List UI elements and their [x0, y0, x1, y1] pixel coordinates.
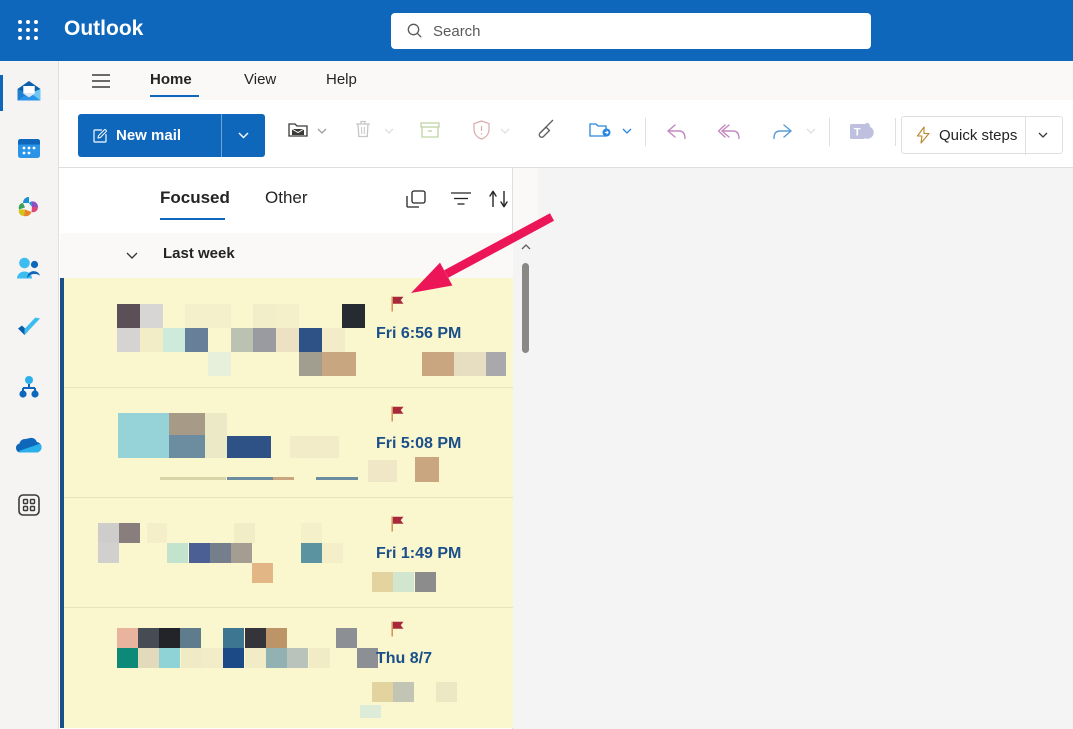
svg-text:T: T: [854, 127, 861, 139]
